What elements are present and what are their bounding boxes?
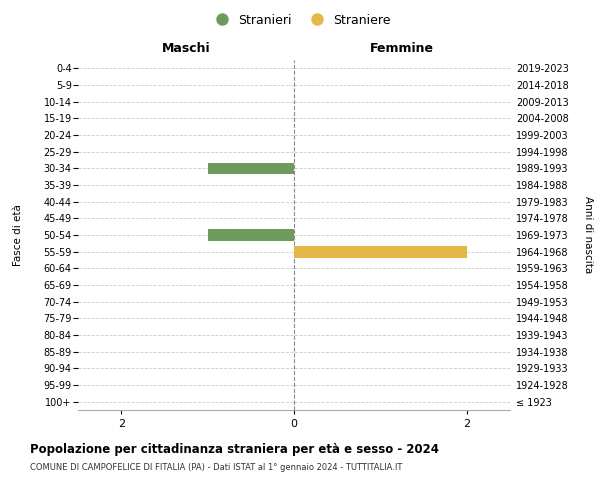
Text: Popolazione per cittadinanza straniera per età e sesso - 2024: Popolazione per cittadinanza straniera p… [30,442,439,456]
Text: Maschi: Maschi [161,42,211,55]
Text: COMUNE DI CAMPOFELICE DI FITALIA (PA) - Dati ISTAT al 1° gennaio 2024 - TUTTITAL: COMUNE DI CAMPOFELICE DI FITALIA (PA) - … [30,462,403,471]
Text: Fasce di età: Fasce di età [13,204,23,266]
Bar [208,229,294,241]
Text: Anni di nascita: Anni di nascita [583,196,593,274]
Text: Femmine: Femmine [370,42,434,55]
Bar [294,246,467,258]
Legend: Stranieri, Straniere: Stranieri, Straniere [205,8,395,32]
Bar [208,162,294,174]
